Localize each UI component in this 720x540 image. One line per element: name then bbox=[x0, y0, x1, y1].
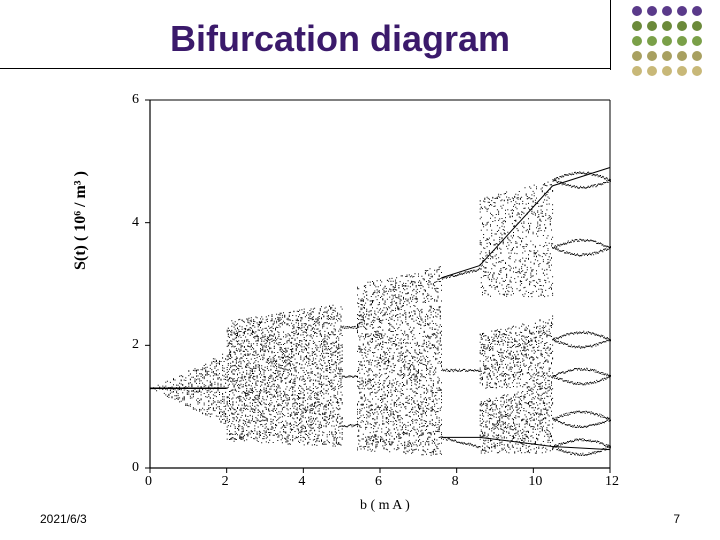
footer-page-number: 7 bbox=[673, 512, 680, 526]
x-tick-label: 12 bbox=[605, 474, 619, 490]
y-tick-label: 2 bbox=[132, 337, 139, 353]
x-tick-label: 2 bbox=[222, 474, 229, 490]
x-tick-label: 6 bbox=[375, 474, 382, 490]
bifurcation-chart bbox=[100, 90, 620, 500]
page-title: Bifurcation diagram bbox=[170, 18, 510, 60]
footer-date: 2021/6/3 bbox=[40, 512, 87, 526]
y-tick-label: 6 bbox=[132, 92, 139, 108]
x-tick-label: 4 bbox=[298, 474, 305, 490]
corner-dot-decor bbox=[632, 6, 704, 78]
x-tick-label: 8 bbox=[452, 474, 459, 490]
x-tick-label: 0 bbox=[145, 474, 152, 490]
x-tick-label: 10 bbox=[528, 474, 542, 490]
y-tick-label: 0 bbox=[132, 460, 139, 476]
title-underline bbox=[0, 68, 610, 69]
y-tick-label: 4 bbox=[132, 215, 139, 231]
x-axis-label: b ( m A ) bbox=[360, 498, 410, 514]
y-axis-label: S(t) ( 10⁶ / m³ ) bbox=[72, 171, 90, 270]
title-vertical-rule bbox=[610, 0, 611, 70]
